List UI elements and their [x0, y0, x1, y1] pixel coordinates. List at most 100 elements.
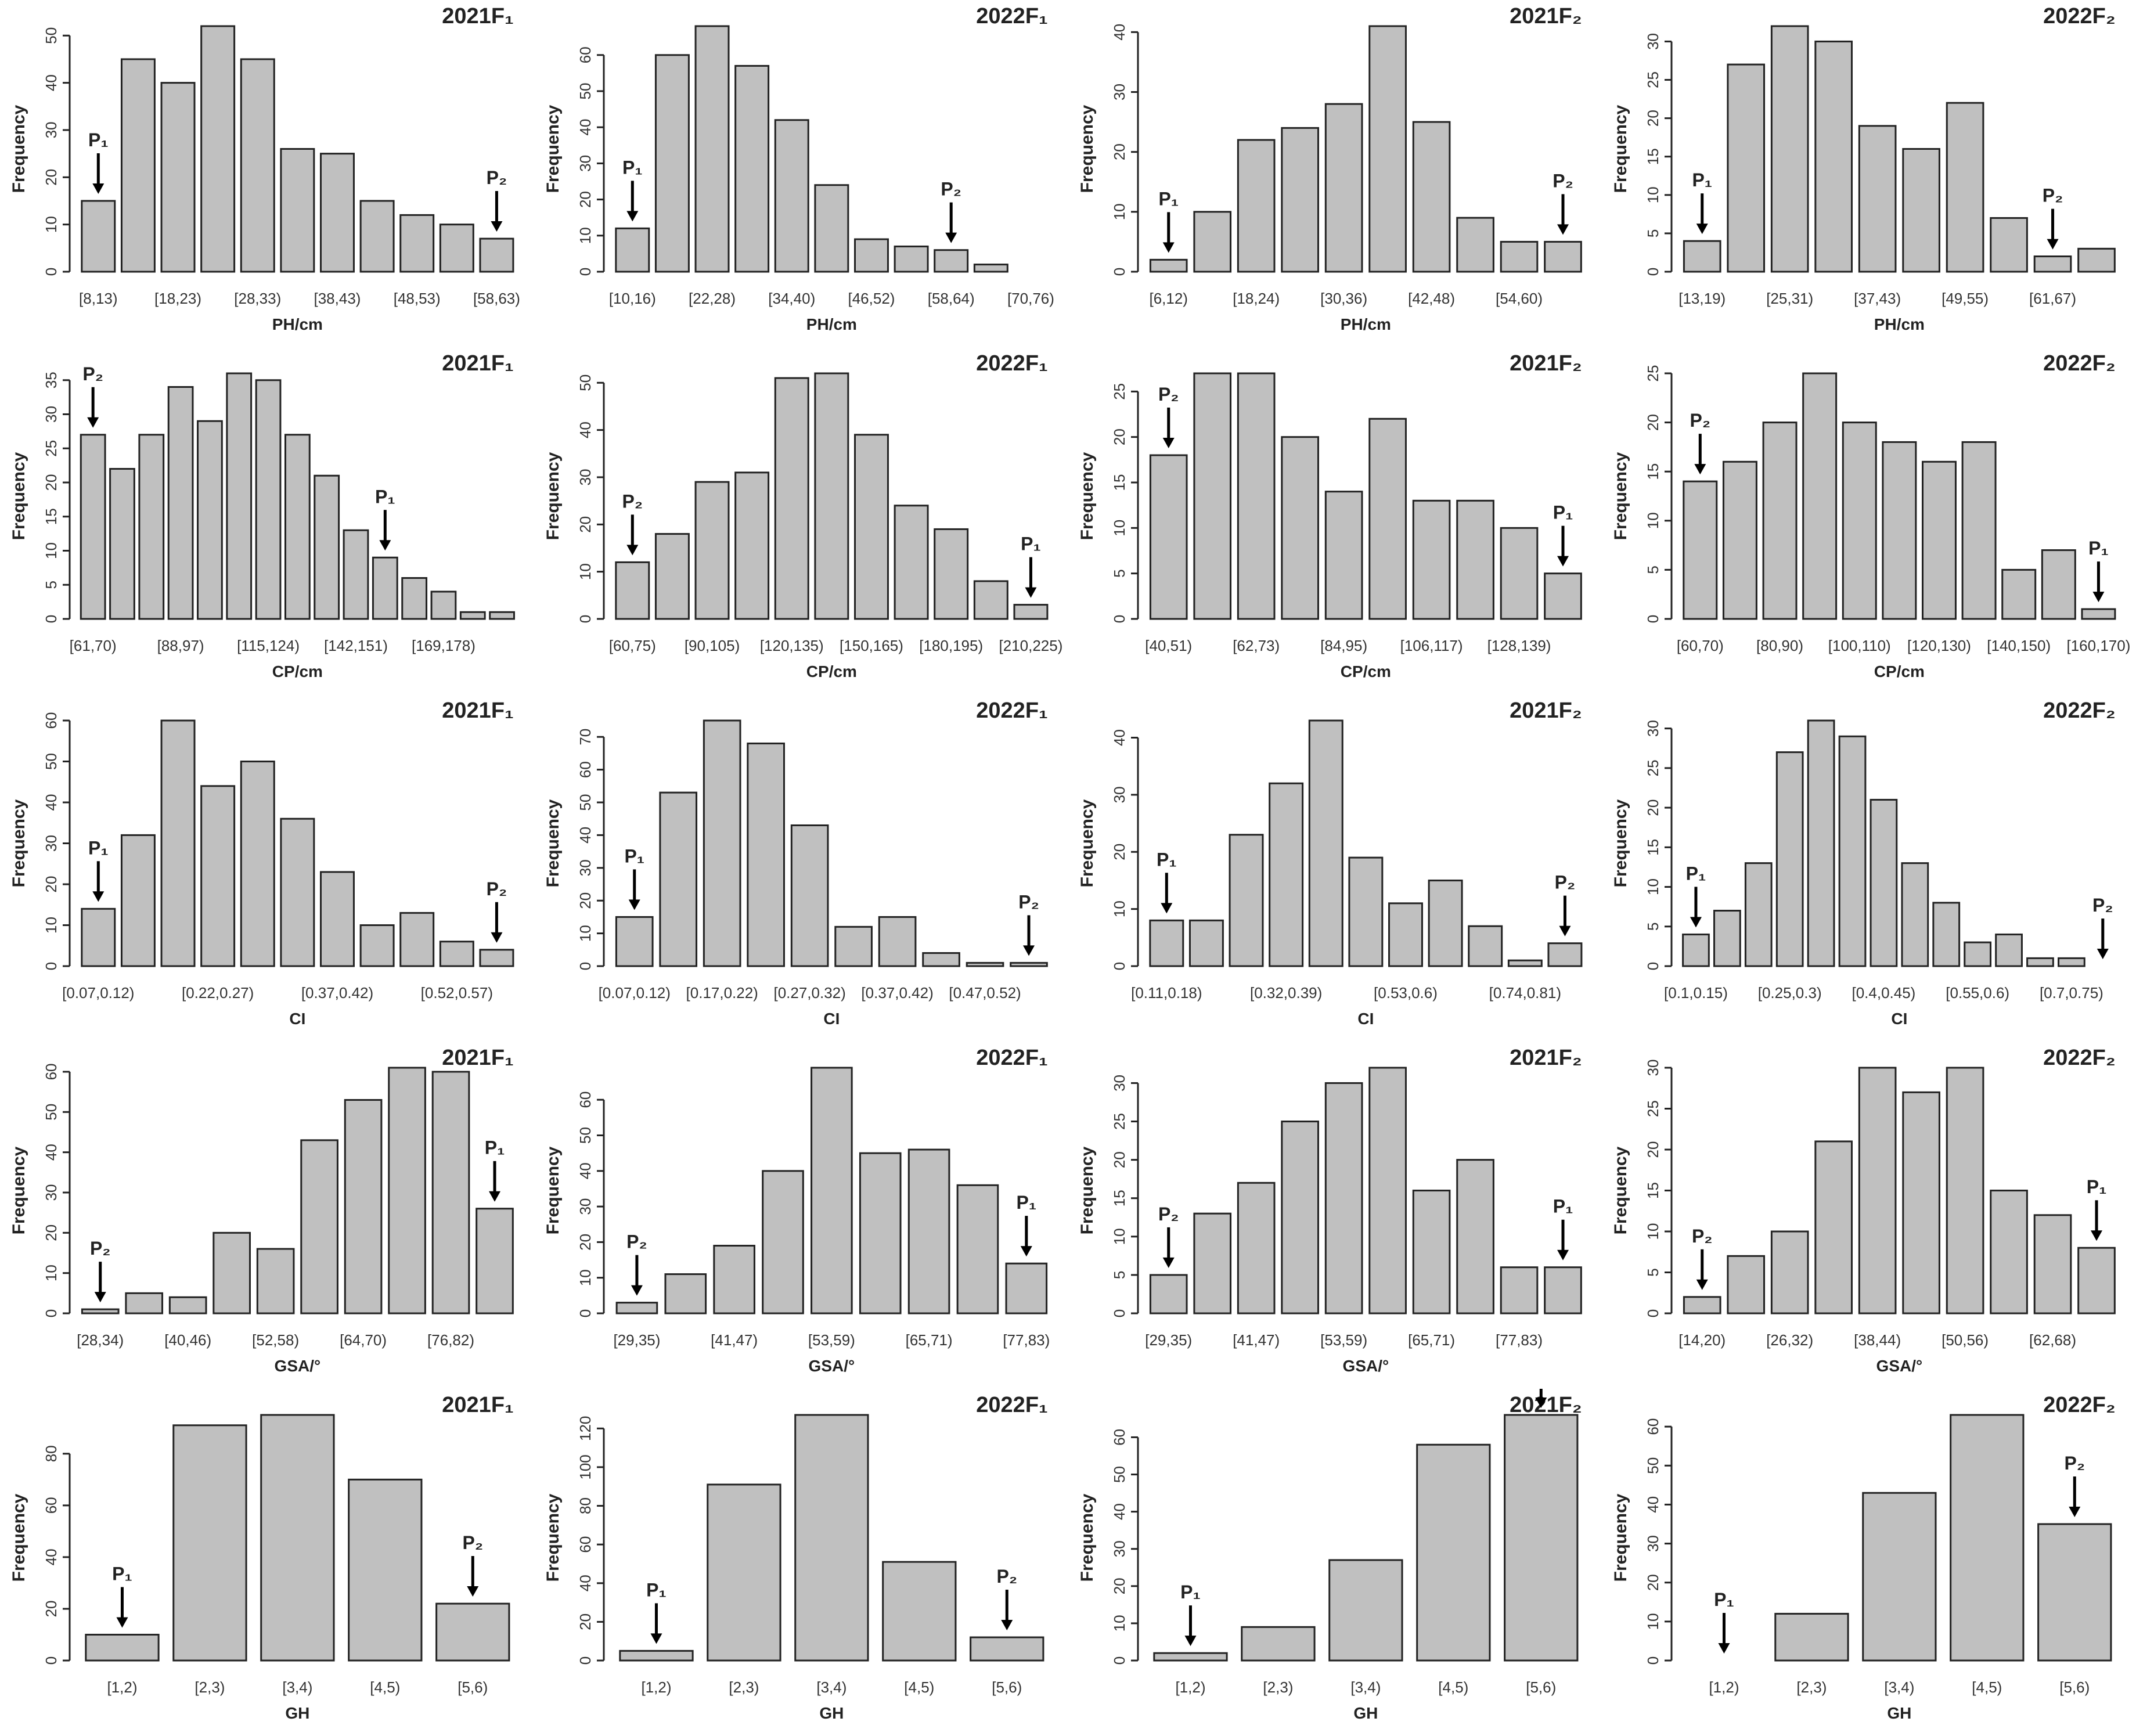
y-tick-label: 20 [577, 1234, 594, 1251]
x-category-label: [30,36) [1320, 290, 1367, 307]
y-tick-label: 20 [1644, 110, 1662, 127]
chart-title: 2022F₁ [976, 698, 1047, 723]
histogram-panel: 2022F₁ 0 10 20 30 40 50 60 Frequency [29,35) [41,4… [543, 1046, 1050, 1375]
histogram-bar [1324, 491, 1363, 620]
y-tick-label: 30 [42, 835, 60, 852]
histogram-panel: 2022F₂ 0 10 20 30 40 50 60 Frequency [1,2) [2,3) [3… [1611, 1393, 2116, 1722]
x-category-label: [53,59) [808, 1331, 855, 1349]
x-category-label: [38,44) [1854, 1331, 1901, 1349]
y-tick-label: 50 [577, 794, 594, 811]
y-tick-label: 10 [42, 216, 60, 233]
x-category-label: [18,23) [154, 290, 201, 307]
x-axis-label: CI [1892, 1010, 1908, 1028]
histogram-bar [120, 58, 156, 273]
marker-arrow-head [116, 1617, 128, 1628]
histogram-bar [435, 1602, 510, 1662]
y-tick-label: 60 [577, 1536, 594, 1553]
x-category-label: [50,56) [1942, 1331, 1989, 1349]
histogram-bar [1415, 1443, 1490, 1662]
histogram-bar [439, 941, 474, 967]
y-tick-label: 20 [42, 1600, 60, 1617]
x-category-label: [0.32,0.39) [1249, 984, 1321, 1002]
parent-marker-label: P₁ [88, 129, 109, 150]
histogram-bar [255, 379, 282, 620]
y-tick-label: 50 [1111, 1466, 1128, 1483]
x-category-label: [5,6) [2060, 1679, 2090, 1696]
x-axis-label: CI [289, 1010, 305, 1028]
y-tick-label: 30 [42, 406, 60, 423]
y-tick-label: 20 [1111, 1577, 1128, 1594]
y-tick-label: 25 [1644, 71, 1662, 88]
y-tick-label: 0 [1111, 962, 1128, 970]
histogram-panel: 2021F₁ 0 10 20 30 40 50 60 Frequency [28,34) [40,4… [9, 1046, 514, 1375]
y-tick-label: 50 [577, 83, 594, 100]
y-tick-label: 20 [577, 191, 594, 208]
chart-title: 2022F₂ [2043, 1046, 2116, 1070]
histogram-bar [459, 611, 486, 620]
x-category-label: [160,170) [2067, 637, 2131, 654]
histogram-bar [167, 386, 194, 620]
marker-arrow-head [1557, 1249, 1569, 1260]
x-category-label: [76,82) [427, 1331, 474, 1349]
y-axis-label: Frequency [1611, 799, 1630, 887]
histogram-panel: 2021F₂ 0 5 10 15 20 25 Frequency [40,51) [62,73) [… [1078, 351, 1582, 680]
histogram-bar [1950, 1414, 2025, 1662]
histogram-bar [694, 481, 730, 620]
marker-arrow-head [379, 540, 391, 551]
y-tick-label: 40 [577, 422, 594, 438]
parent-marker-label: P₂ [1690, 410, 1711, 431]
parent-marker-label: P₁ [1686, 863, 1706, 884]
histogram-bar [1229, 834, 1264, 967]
histogram-bar [1682, 933, 1710, 967]
histogram-bar [1858, 1067, 1897, 1314]
histogram-bar [343, 529, 369, 620]
histogram-bar [1193, 211, 1231, 273]
histogram-bar [1745, 862, 1773, 967]
y-tick-label: 10 [577, 563, 594, 580]
marker-arrow-head [2091, 1230, 2103, 1241]
x-category-label: [40,51) [1145, 637, 1192, 654]
histogram-bar [1683, 1296, 1721, 1314]
histogram-panel: 2022F₂ 0 5 10 15 20 25 30 Frequency [0.1,0.15) [0.… [1611, 698, 2116, 1028]
x-category-label: [29,35) [613, 1331, 660, 1349]
y-tick-label: 30 [1644, 720, 1662, 737]
y-tick-label: 0 [577, 962, 594, 970]
histogram-bar [654, 54, 690, 273]
x-category-label: [18,24) [1233, 290, 1280, 307]
histogram-bar [853, 238, 889, 273]
histogram-bar [399, 912, 435, 967]
histogram-bar [1324, 103, 1363, 273]
y-tick-label: 60 [1644, 1418, 1662, 1435]
x-category-label: [0.07,0.12) [598, 984, 670, 1002]
x-category-label: [26,32) [1766, 1331, 1813, 1349]
chart-title: 2021F₁ [442, 1046, 513, 1070]
histogram-bar [1388, 902, 1423, 967]
y-tick-label: 0 [1111, 1309, 1128, 1317]
marker-arrow-head [1558, 925, 1571, 937]
x-category-label: [29,35) [1145, 1331, 1192, 1349]
y-tick-label: 40 [1644, 1496, 1662, 1513]
x-category-label: [8,13) [79, 290, 118, 307]
histogram-bar [280, 817, 315, 967]
histogram-bar [1771, 25, 1809, 273]
x-category-label: [0.27,0.32) [773, 984, 845, 1002]
y-tick-label: 0 [577, 268, 594, 276]
x-category-label: [0.07,0.12) [62, 984, 134, 1002]
histogram-bar [200, 25, 236, 273]
y-axis-label: Frequency [543, 1493, 563, 1582]
y-tick-label: 20 [1644, 1141, 1662, 1158]
histogram-bar [615, 561, 650, 620]
histogram-bar [1807, 719, 1835, 967]
y-tick-label: 20 [1111, 844, 1128, 860]
histogram-bar [1148, 919, 1184, 967]
y-tick-label: 25 [1644, 759, 1662, 776]
histogram-bar [431, 1071, 470, 1314]
x-category-label: [4,5) [904, 1679, 934, 1696]
x-category-label: [58,64) [927, 290, 974, 307]
histogram-bar [1009, 961, 1048, 967]
x-category-label: [37,43) [1854, 290, 1901, 307]
y-tick-label: 100 [577, 1454, 594, 1479]
x-category-label: [1,2) [1175, 1679, 1205, 1696]
histogram-bar [834, 925, 873, 967]
histogram-bar [1727, 63, 1766, 273]
